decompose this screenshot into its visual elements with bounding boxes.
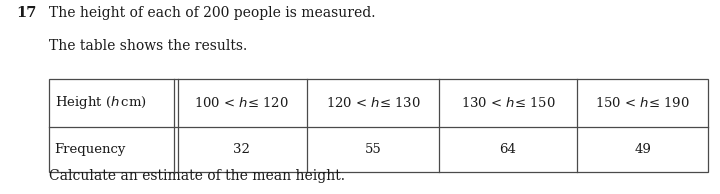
Text: 32: 32 xyxy=(233,143,250,156)
Text: The table shows the results.: The table shows the results. xyxy=(49,39,247,53)
Text: 49: 49 xyxy=(634,143,651,156)
Text: 150 < $h$≤ 190: 150 < $h$≤ 190 xyxy=(595,96,690,110)
Text: The height of each of 200 people is measured.: The height of each of 200 people is meas… xyxy=(49,6,375,20)
Text: Height ($h\,$cm): Height ($h\,$cm) xyxy=(55,94,147,111)
Text: 100 < $h$≤ 120: 100 < $h$≤ 120 xyxy=(194,96,289,110)
Text: 17: 17 xyxy=(16,6,36,20)
Text: 120 < $h$≤ 130: 120 < $h$≤ 130 xyxy=(326,96,421,110)
Text: 64: 64 xyxy=(500,143,516,156)
Text: 55: 55 xyxy=(365,143,382,156)
Text: Frequency: Frequency xyxy=(55,143,126,156)
Text: Calculate an estimate of the mean height.: Calculate an estimate of the mean height… xyxy=(49,169,345,183)
Text: 130 < $h$≤ 150: 130 < $h$≤ 150 xyxy=(461,96,555,110)
